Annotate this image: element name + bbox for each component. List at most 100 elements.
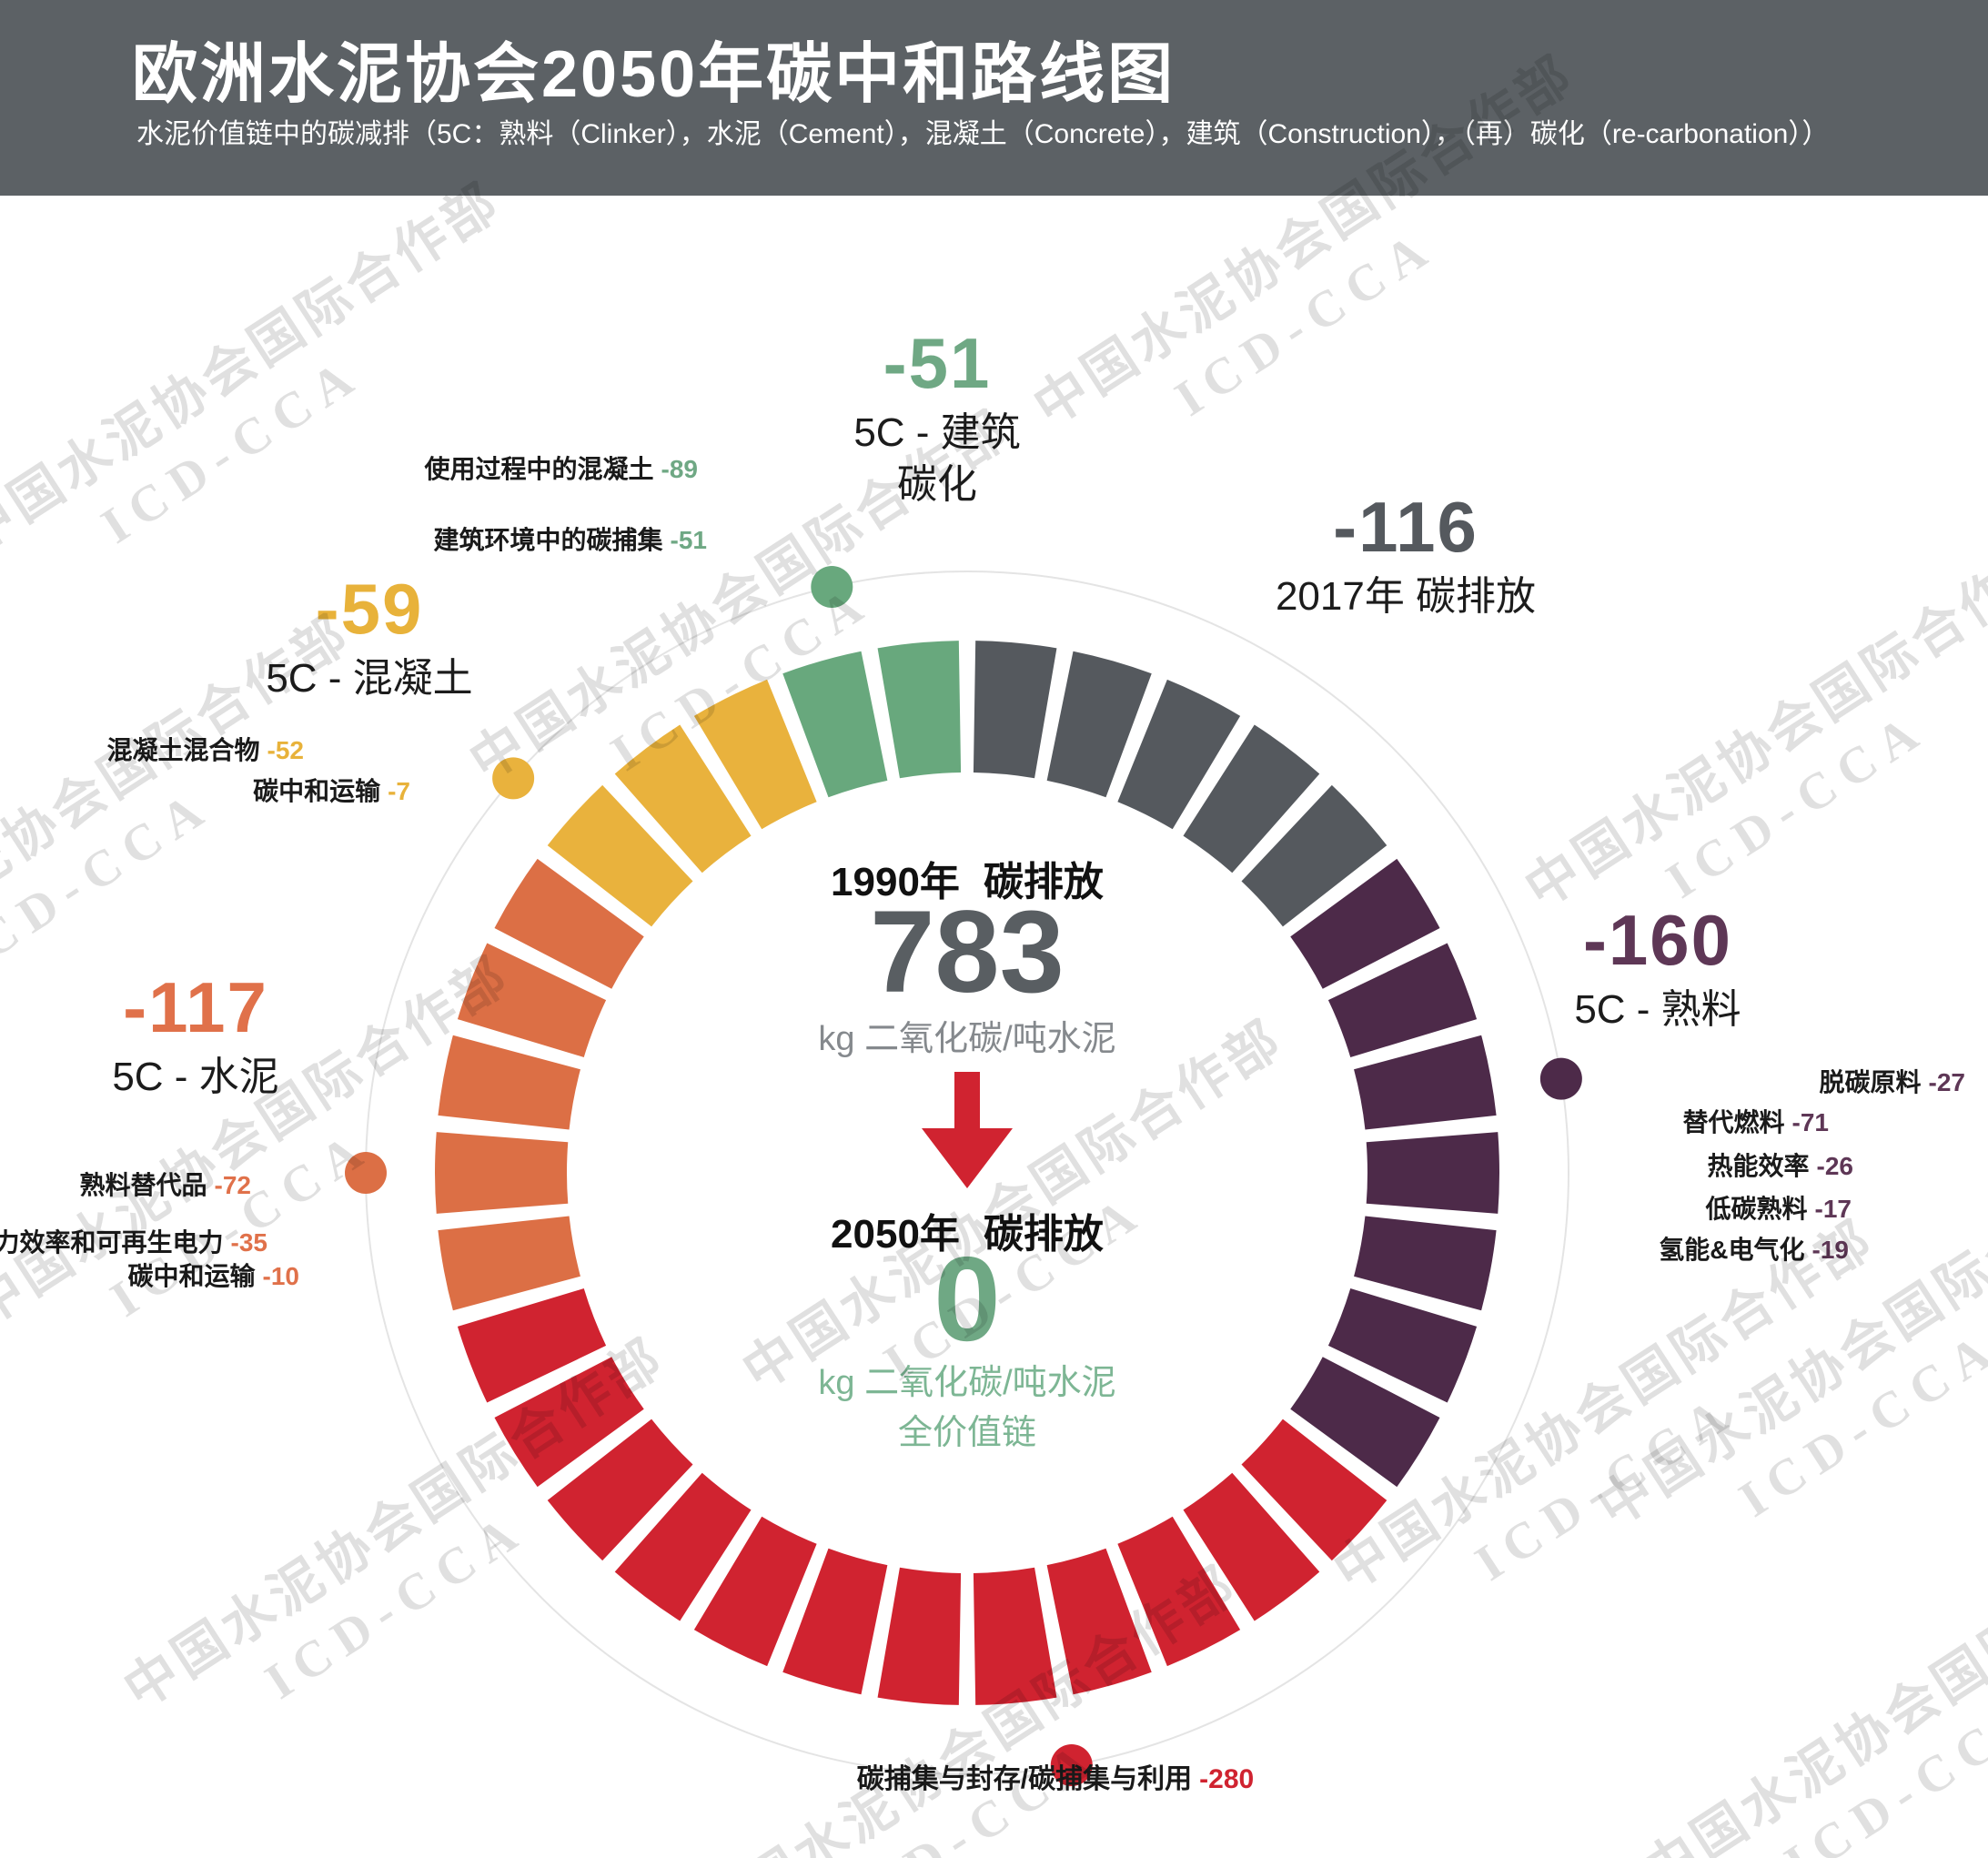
clinker-sub3: 热能效率 -26 [1708,1146,1853,1183]
ring-segment-cement-4 [457,943,607,1057]
ring-segment-ccus-2 [1183,1472,1320,1621]
clinker-sub1: 脱碳原料 -27 [1820,1063,1965,1099]
concrete-sub2: 碳中和运输 -7 [253,772,410,808]
cement-sub2-label: 电力效率和可再生电力 [0,1228,224,1257]
concrete-sub2-value: -7 [388,777,410,805]
ring-segment-concrete-3 [693,679,817,830]
center-2050-heading: 2050年 碳排放 [694,1201,1240,1259]
ring-segment-cement-3 [438,1035,580,1130]
header: 欧洲水泥协会2050年碳中和路线图 水泥价值链中的碳减排（5C：熟料（Clink… [0,0,1988,196]
clinker-value: -160 [1582,900,1733,980]
cement-sub1-value: -72 [214,1171,251,1199]
ring-segment-construction-2 [877,641,962,779]
cement-sub1: 熟料替代品 -72 [80,1166,251,1202]
concrete-sub2-label: 碳中和运输 [253,777,381,805]
value-2050: 0 [933,1232,1001,1366]
construction-sub2-label: 建筑环境中的碳捕集 [433,526,663,554]
ccus-label: 碳捕集与封存/碳捕集与利用 -280 [782,1756,1328,1796]
year-2050: 2050年 [831,1212,960,1257]
clinker-sub4-label: 低碳熟料 [1705,1195,1808,1223]
clinker-sub4: 低碳熟料 -17 [1706,1189,1852,1226]
clinker-sub1-label: 脱碳原料 [1819,1068,1922,1096]
clinker-sub2-value: -71 [1791,1108,1829,1136]
concrete-sub1-label: 混凝土混合物 [106,736,260,764]
ring-segment-clinker-2 [1327,943,1478,1057]
ring-segment-emissions2017-1 [973,641,1057,779]
concrete-value: -59 [315,569,424,649]
cement-callout: -117 5C - 水泥 [59,972,332,1102]
cement-sub3-value: -10 [262,1262,299,1290]
year-1990: 1990年 [831,860,960,904]
cement-sub1-label: 熟料替代品 [79,1171,207,1199]
ring-segment-emissions2017-5 [1241,784,1388,927]
unit-1990: kg 二氧化碳/吨水泥 [818,1020,1116,1058]
cement-sub2-value: -35 [230,1228,267,1257]
ring-segment-cement-1 [438,1216,580,1311]
cement-dot [345,1152,387,1194]
concrete-sub1: 混凝土混合物 -52 [107,731,304,767]
clinker-sub3-value: -26 [1816,1152,1853,1180]
ring-segment-emissions2017-3 [1117,679,1241,830]
ring-segment-clinker-6 [1327,1288,1478,1403]
construction-sub2-value: -51 [670,526,707,554]
ring-segment-ccus-3 [1117,1516,1241,1667]
concrete-dot [492,757,535,800]
clinker-callout: -160 5C - 熟料 [1521,904,1794,1035]
scope-2050: 全价值链 [897,1414,1036,1452]
page-title: 欧洲水泥协会2050年碳中和路线图 [132,38,1176,111]
label-2050: 碳排放 [983,1212,1104,1257]
construction-callout: -51 5C - 建筑 碳化 [819,328,1055,510]
ring-segments [435,641,1500,1705]
clinker-sub2: 替代燃料 -71 [1683,1103,1829,1139]
construction-sub1-label: 使用过程中的混凝土 [424,455,654,483]
ring-segment-ccus-10 [547,1419,693,1561]
construction-sub2: 建筑环境中的碳捕集 -51 [434,520,707,557]
clinker-sub5-value: -19 [1811,1236,1849,1264]
ring-segment-construction-1 [782,651,888,798]
ring-segment-ccus-7 [782,1548,888,1695]
unit-2050: kg 二氧化碳/吨水泥 [818,1364,1116,1402]
ring-segment-clinker-5 [1354,1216,1497,1311]
ring-segment-ccus-1 [1241,1419,1388,1561]
category-dots [345,565,1582,1786]
ring-segment-ccus-9 [614,1472,752,1621]
cement-sub2: 电力效率和可再生电力-35 [0,1223,267,1259]
clinker-dot [1539,1057,1582,1100]
ring-segment-clinker-1 [1290,858,1440,989]
construction-label: 5C - 建筑 [853,410,1021,455]
cement-value: -117 [123,967,268,1047]
ring-segment-cement-2 [435,1132,569,1214]
clinker-sub5-label: 氢能&电气化 [1659,1236,1805,1264]
emissions2017-value: -116 [1333,487,1478,567]
clinker-sub1-value: -27 [1928,1068,1965,1096]
ccus-value: -280 [1199,1764,1255,1794]
construction-sub1-value: -89 [661,455,698,483]
concrete-label: 5C - 混凝土 [266,656,473,701]
ring-segment-ccus-11 [494,1357,644,1488]
label-1990: 碳排放 [983,860,1104,904]
concrete-callout: -59 5C - 混凝土 [233,573,506,703]
concrete-sub1-value: -52 [267,736,304,764]
ring-segment-emissions2017-4 [1183,724,1320,873]
clinker-sub3-label: 热能效率 [1707,1152,1810,1180]
clinker-label: 5C - 熟料 [1574,987,1741,1032]
ring-segment-concrete-1 [547,784,693,927]
ring-segment-ccus-8 [693,1516,817,1667]
emissions2017-label: 2017年 碳排放 [1275,574,1537,619]
clinker-sub4-value: -17 [1814,1195,1852,1223]
ring-segment-ccus-12 [457,1288,607,1403]
ring-segment-emissions2017-2 [1046,651,1152,798]
emissions2017-callout: -116 2017年 碳排放 [1256,491,1556,621]
ccus-label-text: 碳捕集与封存/碳捕集与利用 [856,1764,1193,1794]
cement-label: 5C - 水泥 [112,1055,279,1099]
construction-dot [811,565,853,608]
cement-sub3-label: 碳中和运输 [127,1262,256,1290]
page-subtitle: 水泥价值链中的碳减排（5C：熟料（Clinker），水泥（Cement），混凝土… [136,119,1830,149]
ring-segment-cement-5 [494,858,644,989]
cement-sub3: 碳中和运输 -10 [128,1257,299,1293]
value-1990: 783 [870,887,1065,1017]
ring-segment-concrete-2 [614,724,752,873]
ring-segment-ccus-6 [877,1567,962,1705]
ring-segment-ccus-4 [1046,1548,1152,1695]
